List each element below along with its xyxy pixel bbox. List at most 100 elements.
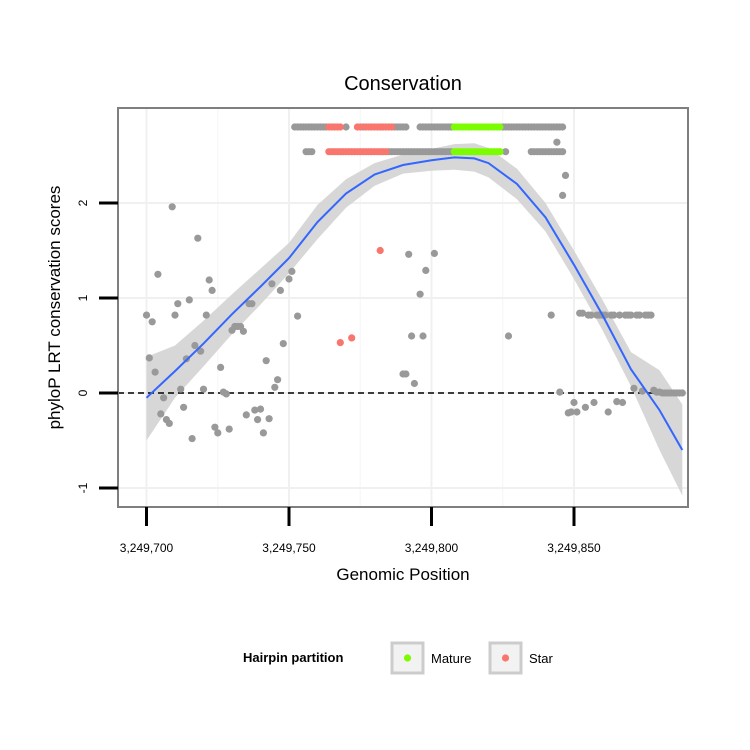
data-point-none (214, 429, 222, 437)
x-tick-label: 3,249,850 (547, 541, 601, 555)
data-point-none (188, 435, 196, 443)
data-point-none (191, 341, 199, 350)
data-point-none (205, 276, 213, 284)
y-axis-label: phyloP LRT conservation scores (45, 186, 64, 430)
data-point-none (259, 429, 267, 437)
data-point-none (251, 406, 259, 414)
data-point-none (502, 148, 510, 156)
panel-border (117, 107, 689, 508)
data-point-none (194, 234, 202, 242)
data-point-none (561, 171, 570, 179)
data-point-none (151, 368, 159, 376)
legend: Hairpin partition Mature Star (243, 641, 554, 675)
x-tick-label: 3,249,700 (120, 541, 174, 555)
data-point-none (208, 286, 216, 294)
data-point-none (294, 312, 302, 320)
x-tick-label: 3,249,800 (405, 541, 459, 555)
data-point-none (604, 408, 612, 416)
data-point-none (553, 138, 561, 146)
data-point-none (274, 376, 282, 384)
chart-title: Conservation (344, 73, 462, 95)
data-point-none (559, 191, 567, 199)
data-point-none (627, 311, 635, 319)
x-axis: 3,249,700 3,249,750 3,249,800 3,249,850 (120, 507, 601, 555)
data-point-star (382, 148, 390, 156)
legend-key-dot (501, 654, 510, 662)
data-point-none (265, 415, 273, 423)
data-point-none (647, 311, 655, 319)
data-point-none (180, 403, 188, 411)
legend-entry-star: Star (488, 641, 554, 675)
data-point-none (256, 405, 265, 413)
data-point-none (578, 309, 587, 317)
data-point-none (613, 398, 621, 406)
data-point-none (408, 332, 416, 340)
data-point-none (616, 311, 624, 319)
data-point-none (168, 203, 176, 211)
data-point-none (160, 394, 168, 402)
y-axis: -1 0 1 2 (76, 199, 118, 493)
data-point-none (165, 419, 173, 427)
data-point-none (678, 389, 686, 397)
data-point-star (336, 339, 344, 347)
data-point-mature (496, 123, 504, 131)
data-point-none (581, 403, 590, 411)
data-point-none (559, 148, 567, 156)
data-point-none (547, 311, 555, 319)
data-point-none (262, 357, 270, 365)
y-tick-label: 1 (76, 294, 90, 301)
data-point-none (276, 286, 284, 294)
x-axis-label: Genomic Position (336, 565, 469, 584)
legend-title: Hairpin partition (243, 650, 343, 665)
data-point-none (630, 384, 638, 392)
data-point-star (356, 123, 364, 131)
data-point-star (348, 334, 356, 342)
data-point-none (254, 416, 262, 424)
data-point-none (573, 408, 581, 416)
data-point-none (430, 249, 438, 257)
data-point-none (410, 379, 418, 388)
y-tick-label: 2 (76, 199, 90, 206)
data-point-none (279, 340, 287, 348)
data-point-none (239, 327, 247, 335)
data-point-star (376, 246, 384, 255)
smooth-trend-line (145, 156, 684, 451)
data-point-none (142, 311, 151, 319)
data-point-none (405, 250, 413, 258)
data-point-none (419, 332, 427, 340)
data-point-none (342, 123, 350, 131)
data-point-none (217, 363, 225, 371)
data-point-none (222, 390, 230, 398)
y-tick-label: -1 (76, 482, 90, 493)
data-point-none (610, 311, 618, 319)
data-point-mature (496, 148, 504, 156)
legend-entries: Mature Star (390, 641, 554, 675)
data-point-none (242, 411, 250, 419)
data-point-none (225, 425, 233, 433)
legend-key-dot (403, 654, 412, 662)
data-point-none (271, 383, 279, 391)
data-point-none (285, 275, 293, 283)
data-point-none (171, 311, 179, 319)
data-point-none (422, 266, 430, 274)
data-point-none (618, 398, 627, 407)
y-tick-label: 0 (76, 389, 90, 396)
data-point-none (570, 398, 578, 407)
data-point-none (636, 311, 644, 319)
data-point-none (174, 300, 182, 308)
data-point-none (154, 270, 162, 278)
data-point-none (268, 280, 276, 288)
data-point-none (402, 123, 410, 131)
data-point-none (587, 311, 595, 319)
data-point-none (308, 148, 316, 156)
data-point-none (248, 300, 256, 308)
data-point-none (199, 385, 208, 393)
data-point-none (567, 408, 575, 416)
data-point-none (416, 290, 424, 298)
data-point-none (504, 332, 513, 340)
legend-label: Mature (431, 651, 471, 666)
data-point-none (202, 311, 210, 319)
data-point-star (388, 123, 396, 131)
data-point-star (336, 123, 344, 131)
